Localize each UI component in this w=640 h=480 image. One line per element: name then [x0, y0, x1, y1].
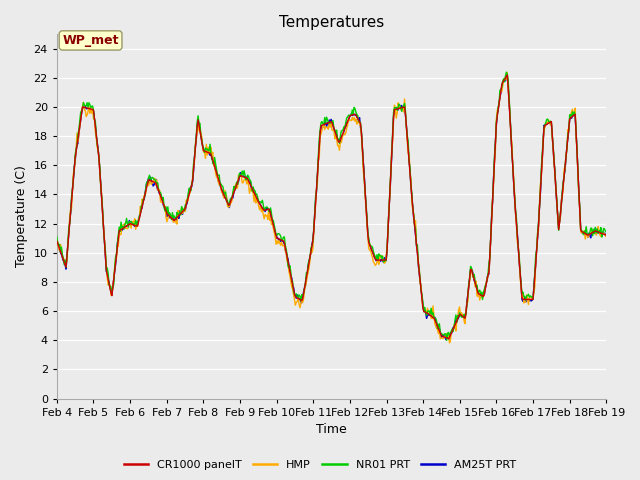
X-axis label: Time: Time [316, 423, 347, 436]
Text: WP_met: WP_met [62, 34, 119, 47]
Title: Temperatures: Temperatures [279, 15, 384, 30]
Y-axis label: Temperature (C): Temperature (C) [15, 165, 28, 267]
Legend: CR1000 panelT, HMP, NR01 PRT, AM25T PRT: CR1000 panelT, HMP, NR01 PRT, AM25T PRT [119, 456, 521, 474]
